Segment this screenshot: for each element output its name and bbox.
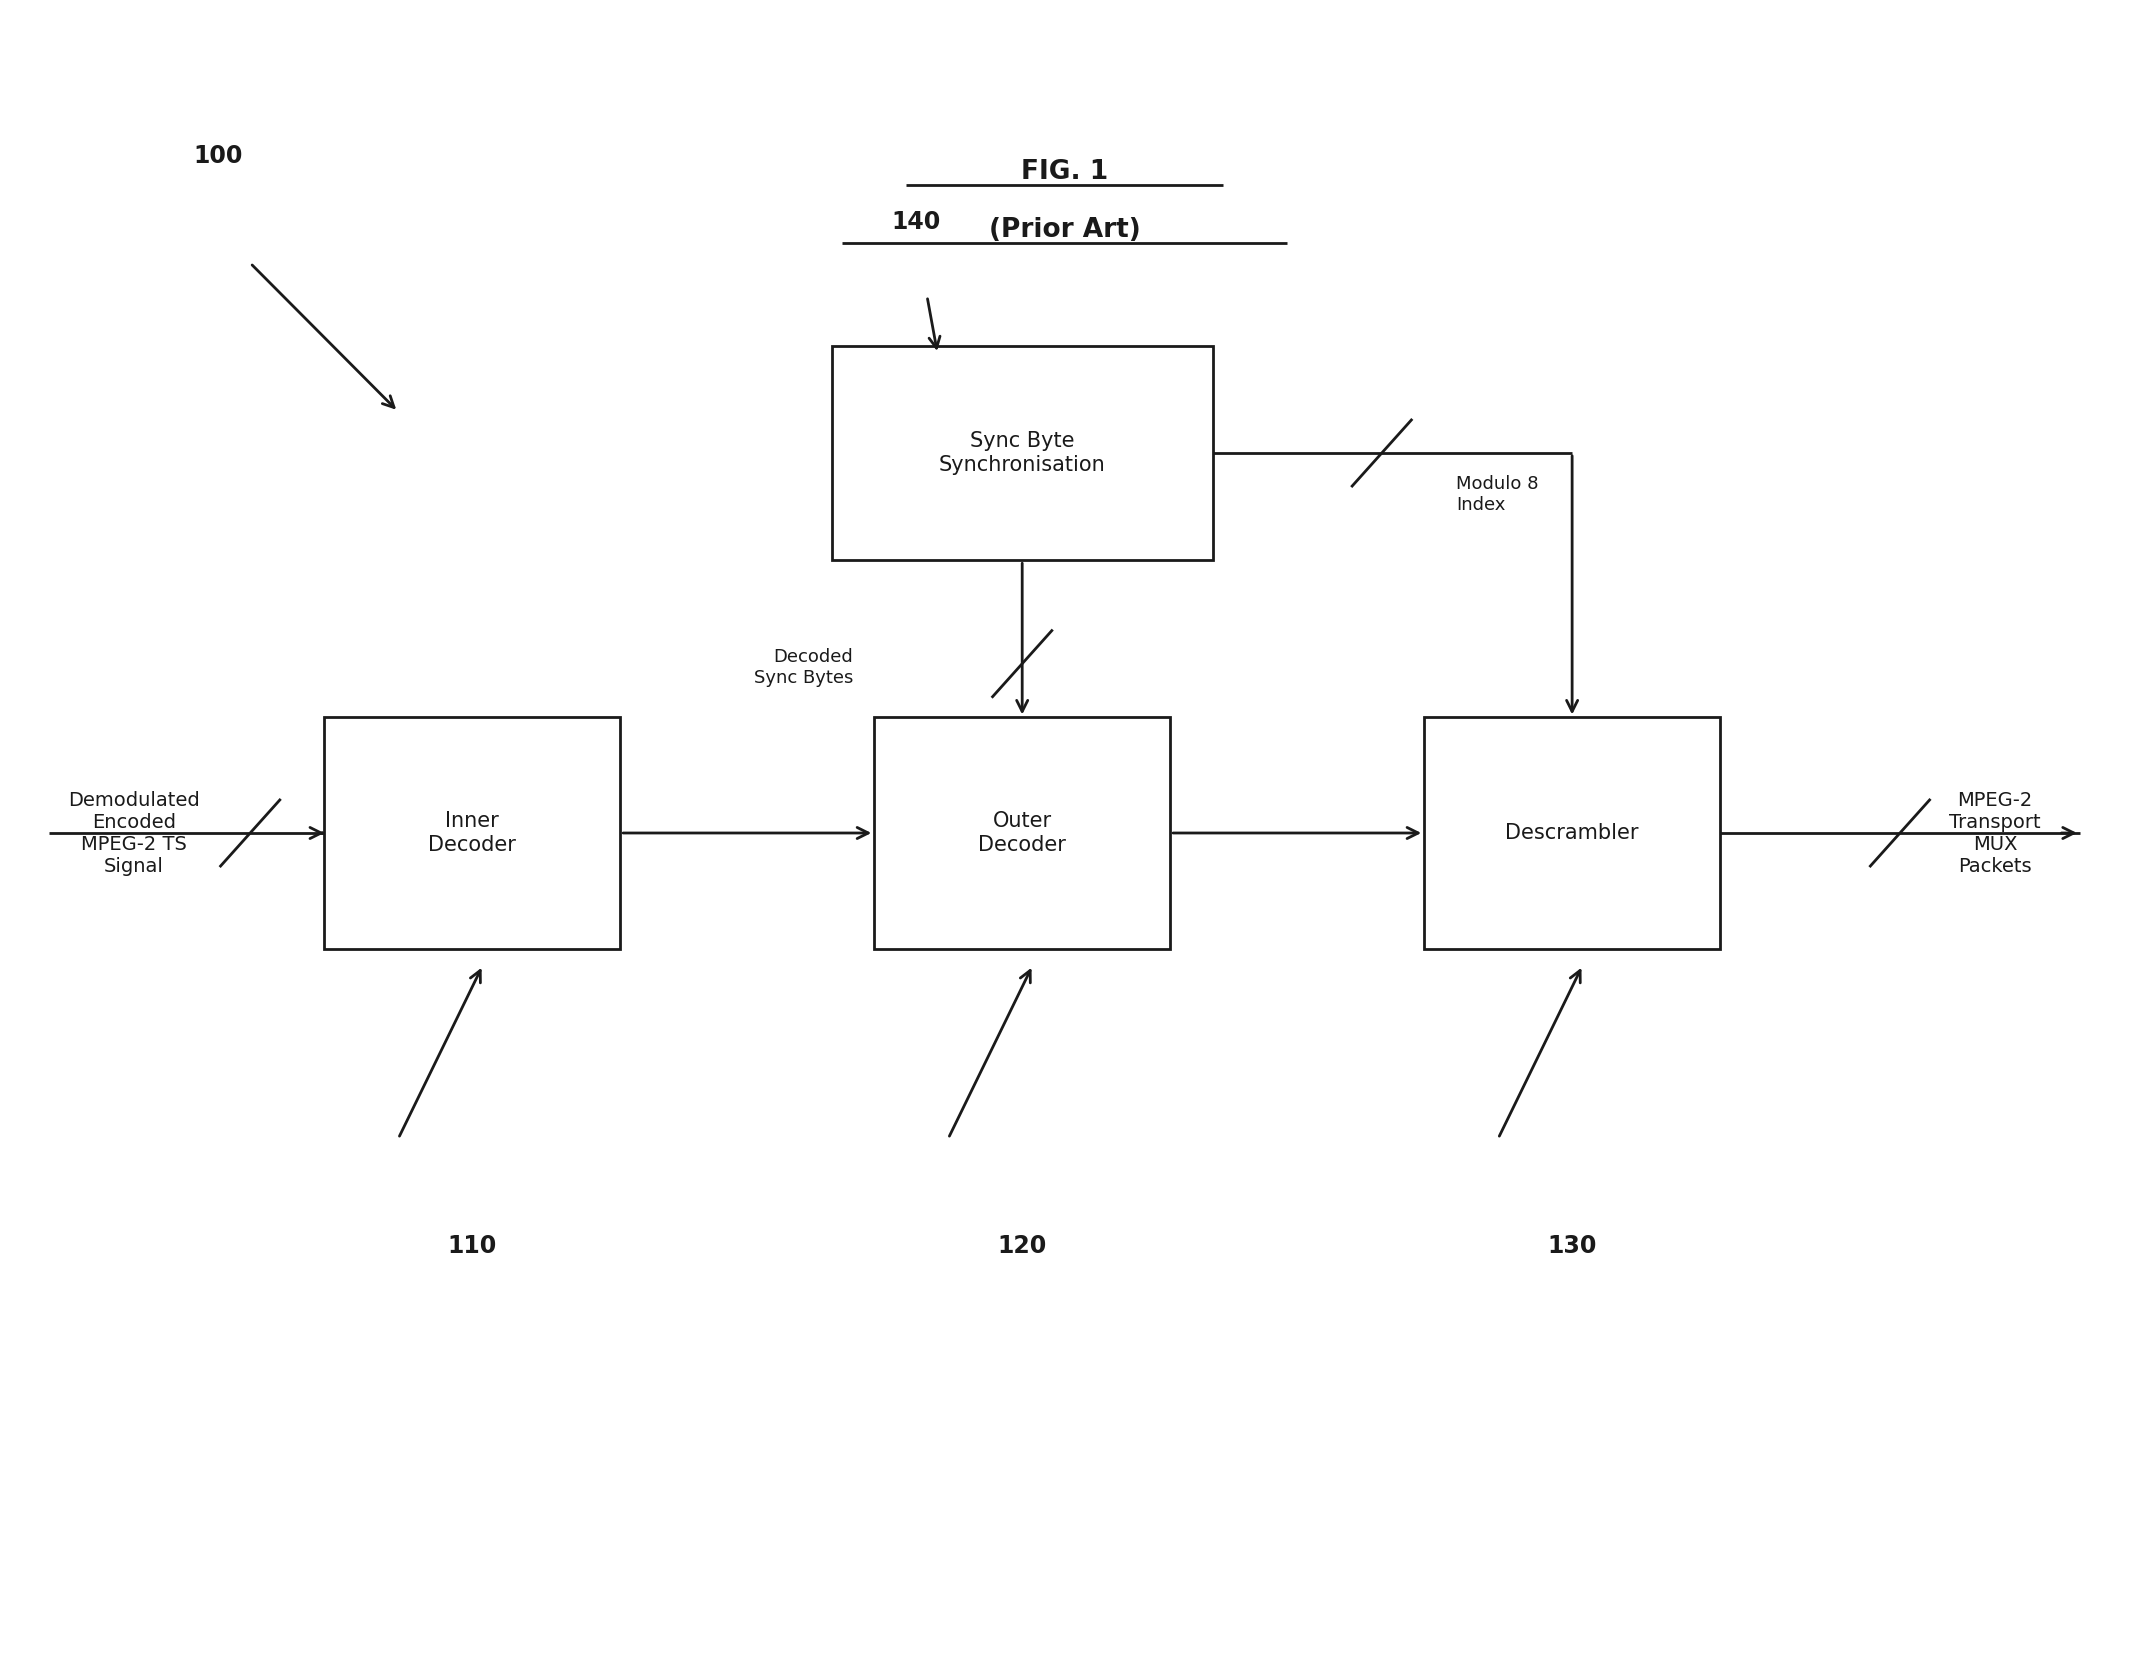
Text: Descrambler: Descrambler [1505,823,1639,843]
Text: Decoded
Sync Bytes: Decoded Sync Bytes [754,648,854,686]
FancyBboxPatch shape [324,718,620,948]
Text: 140: 140 [892,210,941,233]
Text: 110: 110 [447,1235,496,1258]
Text: Inner
Decoder: Inner Decoder [428,811,515,855]
Text: Demodulated
Encoded
MPEG-2 TS
Signal: Demodulated Encoded MPEG-2 TS Signal [68,790,200,876]
FancyBboxPatch shape [1424,718,1720,948]
Text: (Prior Art): (Prior Art) [988,217,1141,243]
Text: 120: 120 [999,1235,1047,1258]
Text: 100: 100 [194,143,243,168]
Text: 130: 130 [1548,1235,1597,1258]
FancyBboxPatch shape [875,718,1171,948]
Text: FIG. 1: FIG. 1 [1022,160,1107,185]
Text: Modulo 8
Index: Modulo 8 Index [1456,475,1539,513]
Text: Sync Byte
Synchronisation: Sync Byte Synchronisation [939,431,1105,475]
Text: MPEG-2
Transport
MUX
Packets: MPEG-2 Transport MUX Packets [1950,790,2042,876]
Text: Outer
Decoder: Outer Decoder [977,811,1067,855]
FancyBboxPatch shape [832,345,1214,560]
